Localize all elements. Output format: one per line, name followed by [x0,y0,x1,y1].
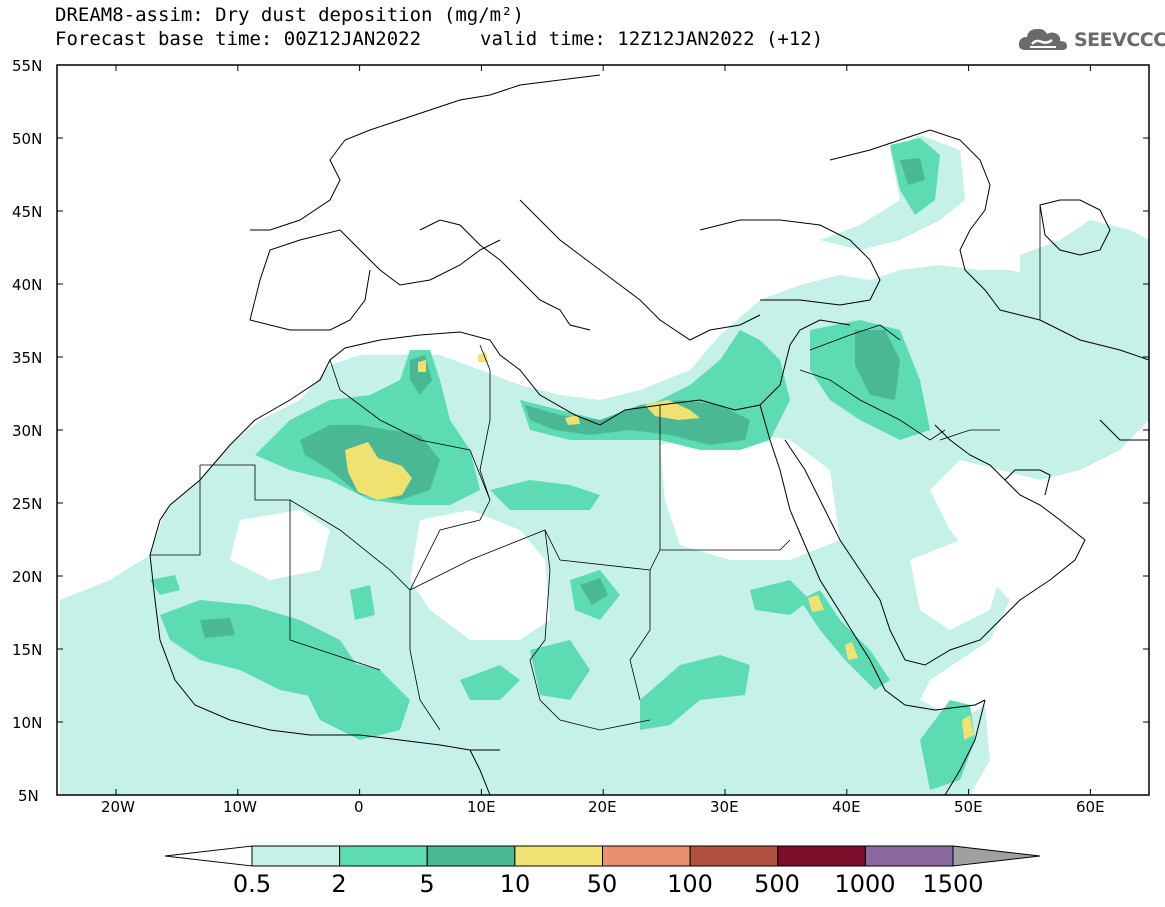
legend-color-box [864,845,954,867]
lon-label: 40E [832,798,861,816]
lat-label: 25N [12,495,43,513]
lat-label: 15N [12,641,43,659]
lon-label: 30E [710,798,739,816]
lon-label: 0 [354,798,364,816]
cloud-icon [1018,28,1067,50]
logo-text: SEEVCCC [1074,29,1165,51]
legend-color-box [777,845,866,867]
legend-label: 1000 [834,870,896,898]
legend-label: 5 [419,870,435,898]
lon-label: 50E [954,798,983,816]
legend-boxes [251,845,954,867]
legend-color-box [426,845,516,867]
lat-label: 50N [12,130,43,148]
lat-label: 40N [12,276,43,294]
legend-label: 500 [754,870,800,898]
legend-label: 0.5 [232,870,272,898]
legend-color-box [339,845,428,867]
coastlines [149,74,1149,795]
forecast-base-time: Forecast base time: 00Z12JAN2022 [55,28,422,50]
lon-label: 60E [1076,798,1105,816]
legend-label: 10 [499,870,531,898]
lat-label: 20N [12,568,43,586]
country-borders [150,205,1041,731]
lat-label: 45N [12,203,43,221]
legend-label: 50 [586,870,618,898]
lat-label: 35N [12,349,43,367]
lat-label: 10N [12,714,43,732]
legend-over-arrow [952,845,1041,867]
legend-color-box [251,845,341,867]
lat-label: 30N [12,422,43,440]
legend-label: 100 [667,870,713,898]
legend-under-arrow [164,845,253,867]
lat-label: 55N [12,57,43,75]
axis-ticks [57,64,1149,796]
lon-label: 10E [467,798,496,816]
map-title: DREAM8-assim: Dry dust deposition (mg/m²… [55,4,524,26]
lat-label: 5N [18,787,39,805]
legend-label: 1500 [922,870,984,898]
lon-label: 20E [588,798,617,816]
color-legend [164,845,1041,867]
valid-time: valid time: 12Z12JAN2022 (+12) [480,28,824,50]
legend-color-box [514,845,604,867]
legend-color-box [602,845,691,867]
lon-label: 20W [101,798,135,816]
legend-label: 2 [331,870,347,898]
lon-label: 10W [223,798,257,816]
legend-color-box [689,845,779,867]
seevccc-logo: SEEVCCC [1016,22,1165,58]
